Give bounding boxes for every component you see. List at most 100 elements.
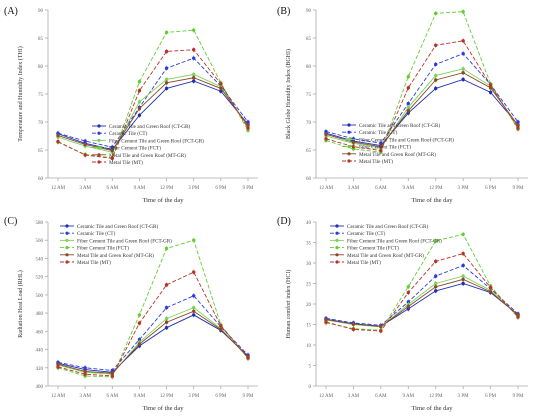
x-tick-label: 6 AM <box>375 394 387 399</box>
y-tick-label: 10 <box>306 344 312 349</box>
y-tick-label: 75 <box>306 93 312 98</box>
x-tick-label: 9 AM <box>403 186 415 191</box>
legend-entry: Fiber Cement Tile (FCT) <box>109 145 161 152</box>
legend-swatch-marker <box>335 231 339 235</box>
x-tick-label: 3 PM <box>458 186 470 191</box>
x-tick-label: 12 AM <box>51 186 66 191</box>
legend-swatch-marker <box>97 153 101 157</box>
series-line <box>325 264 519 326</box>
x-axis-title: Time of the day <box>411 197 453 204</box>
legend-swatch-marker <box>335 224 339 228</box>
x-tick-label: 3 AM <box>348 186 360 191</box>
legend-swatch-marker <box>65 253 69 257</box>
series-line <box>57 295 249 371</box>
y-tick-label: 40 <box>306 221 312 226</box>
series-line <box>325 278 519 328</box>
y-axis-title: Human comfort index (HCI) <box>285 270 292 339</box>
series-line <box>57 77 249 152</box>
series-line <box>57 57 249 148</box>
legend-swatch-marker <box>65 260 69 264</box>
legend-entry: Ceramic Tile and Green Roof (CT-GR) <box>347 223 428 230</box>
x-tick-label: 6 PM <box>215 186 227 191</box>
x-tick-label: 3 PM <box>458 394 470 399</box>
x-tick-label: 12 PM <box>160 186 174 191</box>
legend-swatch-marker <box>335 238 339 242</box>
x-tick-label: 9 AM <box>134 394 146 399</box>
legend-entry: Metal Tile and Green Roof (MT-GR) <box>109 152 186 159</box>
legend-entry: Fiber Cement Tile and Green Roof (FCT-GR… <box>359 136 454 143</box>
chart-panel-b: (B) 60 65 70 75 80 85 90 12 AM 3 AM 6 AM 9 AM 12 PM 3… <box>277 6 528 204</box>
x-tick-label: 6 AM <box>107 394 119 399</box>
y-tick-label: 65 <box>38 149 44 154</box>
legend-entry: Metal Tile (MT) <box>109 159 143 166</box>
legend-entry: Metal Tile and Green Roof (MT-GR) <box>77 252 154 259</box>
legend-entry: Metal Tile and Green Roof (MT-GR) <box>359 151 436 158</box>
series-2 <box>324 51 520 146</box>
series-5 <box>324 70 520 150</box>
series-6 <box>324 38 520 154</box>
x-tick-label: 6 PM <box>215 394 227 399</box>
panel-label: (D) <box>277 216 291 227</box>
x-tick-label: 9 PM <box>513 186 525 191</box>
panel-label: (B) <box>277 6 290 17</box>
series-line <box>57 73 249 153</box>
series-6 <box>56 269 250 379</box>
legend-swatch-marker <box>97 138 101 142</box>
series-line <box>57 271 249 377</box>
x-tick-label: 9 AM <box>134 186 146 191</box>
legend-entry: Fiber Cement Tile and Green Roof (FCT-GR… <box>77 237 172 244</box>
y-tick-label: 90 <box>38 9 44 14</box>
y-axis-title: Black Globe Humidity Index (BGHI) <box>285 49 292 139</box>
series-line <box>57 310 249 374</box>
y-tick-label: 520 <box>36 276 44 281</box>
series-4 <box>56 237 250 380</box>
y-axis-title: Temperature and Humidity Index (THI) <box>17 46 24 142</box>
series-line <box>325 68 519 149</box>
series-line <box>57 29 249 159</box>
y-tick-label: 20 <box>306 303 312 308</box>
y-tick-label: 500 <box>36 294 44 299</box>
series-6 <box>56 47 250 161</box>
series-line <box>57 80 249 150</box>
x-tick-label: 3 AM <box>79 186 91 191</box>
legend-swatch-marker <box>65 231 69 235</box>
x-tick-label: 3 AM <box>79 394 91 399</box>
legend-entry: Ceramic Tile and Green Roof (CT-GR) <box>359 122 440 129</box>
legend-swatch-marker <box>97 160 101 164</box>
legend-entry: Ceramic Tile and Green Roof (CT-GR) <box>109 123 190 130</box>
y-tick-label: 30 <box>306 262 312 267</box>
legend-entry: Fiber Cement Tile and Green Roof (FCT-GR… <box>109 137 204 144</box>
series-line <box>57 239 249 378</box>
legend-swatch-marker <box>347 145 351 149</box>
legend: Ceramic Tile and Green Roof (CT-GR)Ceram… <box>342 122 454 165</box>
x-tick-label: 3 PM <box>188 186 200 191</box>
y-tick-label: 35 <box>306 242 312 247</box>
series-line <box>325 275 519 328</box>
x-tick-label: 12 AM <box>51 394 66 399</box>
legend-swatch-marker <box>97 131 101 135</box>
x-tick-label: 9 AM <box>403 394 415 399</box>
legend-entry: Metal Tile (MT) <box>77 259 111 266</box>
legend-swatch-marker <box>97 124 101 128</box>
y-tick-label: 420 <box>36 367 44 372</box>
legend-swatch-marker <box>335 253 339 257</box>
legend-entry: Ceramic Tile (CT) <box>109 130 148 137</box>
legend-swatch-marker <box>347 152 351 156</box>
legend-entry: Ceramic Tile and Green Roof (CT-GR) <box>77 223 158 230</box>
y-tick-label: 90 <box>306 9 312 14</box>
y-tick-label: 80 <box>38 65 44 70</box>
y-tick-label: 480 <box>36 312 44 317</box>
series-line <box>325 72 519 148</box>
series-line <box>325 78 519 147</box>
series-2 <box>56 55 250 150</box>
legend-swatch-marker <box>335 246 339 250</box>
x-tick-label: 12 AM <box>319 394 334 399</box>
legend-entry: Fiber Cement Tile (FCT) <box>347 245 399 252</box>
series-line <box>325 233 519 331</box>
y-tick-label: 440 <box>36 349 44 354</box>
panel-label: (C) <box>4 216 17 227</box>
legend-swatch-marker <box>347 130 351 134</box>
chart-panel-d: (D) 0 5 10 15 20 25 30 35 40 12 AM 3 AM 6 AM 9 AM 12 P… <box>277 216 528 412</box>
chart-panel-c: (C) 400 420 440 460 480 500 520 540 560 580 12 AM 3 … <box>4 216 258 412</box>
x-tick-label: 6 AM <box>375 186 387 191</box>
